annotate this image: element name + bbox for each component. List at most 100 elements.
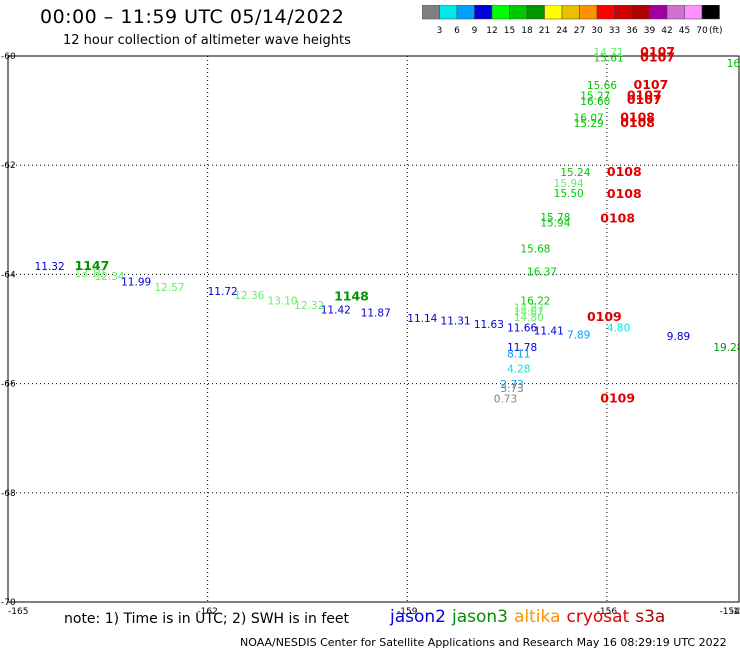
scale-label: 12: [486, 26, 497, 36]
pass-time-label: 0108: [620, 115, 655, 130]
scale-label: 3: [437, 26, 443, 36]
wave-height-point: 16.05: [727, 58, 740, 70]
satellite-legend-item: altika: [514, 607, 561, 627]
y-tick-label: -60: [1, 52, 16, 62]
y-tick-label: -70: [1, 598, 16, 608]
plot-frame: [7, 55, 740, 603]
footer-credit: NOAA/NESDIS Center for Satellite Applica…: [240, 636, 727, 649]
scale-label: 27: [574, 26, 585, 36]
satellite-legend-item: jason3: [452, 607, 508, 627]
scale-label: 70: [696, 26, 708, 36]
scale-label: 33: [609, 26, 620, 36]
scale-label: 6: [454, 26, 460, 36]
scale-label: 21: [539, 26, 550, 36]
pass-time-label: 0107: [640, 44, 675, 59]
wave-height-point: 15.27: [580, 91, 610, 103]
wave-height-point: 9.89: [667, 331, 690, 343]
wave-height-point: 15.29: [574, 118, 604, 130]
wave-height-point: 11.72: [208, 286, 238, 298]
pass-time-label: 0109: [587, 309, 622, 324]
wave-height-point: 14.80: [514, 312, 544, 324]
pass-time-label: 1147: [75, 258, 110, 273]
wave-height-point: 14.87: [514, 303, 544, 315]
wave-height-point: 15.61: [594, 52, 624, 64]
x-tick-label: -159: [397, 607, 418, 617]
wave-height-point: 11.87: [361, 307, 391, 319]
scale-label: 18: [521, 26, 533, 36]
wave-height-point: 15.68: [520, 244, 550, 256]
footer-note: note: 1) Time is in UTC; 2) SWH is in fe…: [64, 611, 350, 627]
wave-height-point: 15.66: [587, 80, 617, 92]
y-tick-label: -64: [1, 270, 16, 280]
pass-time-label: 1148: [334, 289, 369, 304]
wave-height-point: 4.28: [507, 364, 530, 376]
pass-time-label: 0107: [627, 92, 662, 107]
wave-height-point: 15.94: [554, 178, 584, 190]
wave-height-point: 13.10: [268, 295, 298, 307]
y-tick-label: -68: [1, 489, 16, 499]
scale-swatch: [701, 5, 720, 20]
wave-height-point: 11.99: [121, 276, 151, 288]
wave-height-point: 19.28: [713, 342, 740, 354]
scale-label: 36: [626, 26, 638, 36]
y-tick-label: -66: [1, 380, 16, 390]
wave-height-point: 11.31: [441, 316, 471, 328]
wave-height-point: 3.73: [500, 383, 523, 395]
x-tick-label: -156: [597, 607, 618, 617]
wave-height-point: 15.50: [554, 188, 584, 200]
pass-time-label: 0107: [627, 88, 662, 103]
wave-height-point: 4.80: [607, 323, 630, 335]
wave-height-point: 16.37: [527, 266, 557, 278]
wave-height-point: 15.78: [540, 212, 570, 224]
wave-height-point: 11.42: [321, 305, 351, 317]
x-tick-label: -153: [730, 607, 740, 617]
wave-height-point: 11.41: [534, 325, 564, 337]
pass-time-label: 0108: [600, 211, 635, 226]
x-tick-label: -162: [197, 607, 217, 617]
scale-label: 15: [504, 26, 515, 36]
wave-height-point: 11.14: [407, 313, 437, 325]
scale-label: 24: [556, 26, 568, 36]
wave-height-point: 12.34: [95, 271, 125, 283]
x-tick-label: -154: [720, 607, 740, 617]
satellite-legend-item: s3a: [635, 607, 666, 627]
wave-height-point: 15.94: [540, 217, 570, 229]
wave-height-point: 13.10: [75, 268, 105, 280]
wave-height-point: 12.36: [234, 290, 264, 302]
wave-height-point: 11.32: [35, 261, 65, 273]
x-tick-label: -165: [8, 607, 28, 617]
wave-height-point: 2.73: [500, 379, 523, 391]
wave-height-point: 11.66: [507, 323, 537, 335]
scale-label: 42: [661, 26, 672, 36]
scale-label: 39: [644, 26, 656, 36]
y-tick-label: -62: [1, 161, 16, 171]
wave-height-point: 12.32: [294, 300, 324, 312]
scale-label: 45: [679, 26, 690, 36]
pass-time-label: 0108: [607, 186, 642, 201]
wave-height-point: 16.60: [580, 96, 610, 108]
wave-height-point: 14.67: [514, 306, 544, 318]
wave-height-point: 8.11: [507, 348, 530, 360]
wave-height-point: 16.07: [574, 113, 604, 125]
wave-height-point: 11.78: [507, 342, 537, 354]
wave-height-point: 14.71: [594, 47, 624, 59]
wave-height-point: 12.57: [154, 282, 184, 294]
wave-height-point: 11.63: [474, 319, 504, 331]
pass-time-label: 0107: [634, 77, 669, 92]
wave-height-point: 15.24: [560, 167, 590, 179]
scale-unit: (ft): [709, 26, 723, 36]
pass-time-label: 0108: [620, 110, 655, 125]
pass-time-label: 0109: [600, 391, 635, 406]
wave-height-point: 16.22: [520, 295, 550, 307]
wave-height-point: 7.89: [567, 329, 590, 341]
pass-time-label: 0108: [607, 164, 642, 179]
pass-time-label: 0107: [640, 49, 675, 64]
satellite-legend-item: jason2: [390, 607, 446, 627]
color-scale-legend: 3 6 9 12 15 18 21 24 27 30 33 36 39 42 45 70 (ft): [422, 5, 723, 36]
scale-label: 9: [472, 26, 478, 36]
wave-height-point: 0.73: [494, 394, 517, 406]
page-subtitle: 12 hour collection of altimeter wave hei…: [63, 33, 351, 48]
satellite-legend: jason2 jason3 altika cryosat s3a: [390, 607, 671, 627]
satellite-legend-item: cryosat: [566, 607, 630, 627]
